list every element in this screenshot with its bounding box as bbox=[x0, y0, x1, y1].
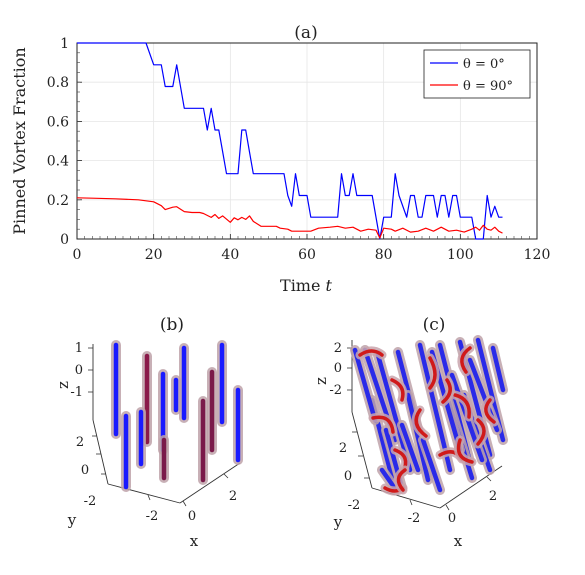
y-tick-label: 0 bbox=[344, 469, 352, 484]
vortex-loop bbox=[473, 415, 489, 449]
x-tick-label: 120 bbox=[524, 247, 551, 263]
x-tick-label: 40 bbox=[221, 247, 239, 263]
vortex-loop bbox=[394, 465, 410, 495]
y-tick-label: 0.6 bbox=[47, 114, 69, 130]
x-axis-label: x bbox=[190, 532, 199, 550]
vortex-loop bbox=[411, 405, 431, 441]
x-tick-label: 60 bbox=[298, 247, 316, 263]
panel-c: (c) z 2 0 -2 y -2 0 2 x -2 0 2 bbox=[312, 315, 508, 550]
x-tick-label: 0 bbox=[73, 247, 82, 263]
x-tick-label: 0 bbox=[448, 511, 456, 526]
vortex-loop bbox=[368, 412, 398, 437]
panel-b-tubes bbox=[111, 340, 243, 492]
y-axis-label: y bbox=[67, 511, 77, 529]
y-axis-label: y bbox=[333, 513, 343, 531]
x-axis-label: x bbox=[454, 532, 463, 550]
vortex-loop bbox=[457, 343, 475, 377]
z-axis-label: z bbox=[312, 377, 330, 385]
panel-c-title: (c) bbox=[423, 315, 446, 335]
panel-c-tubes bbox=[350, 335, 508, 496]
z-tick-label: -1 bbox=[70, 385, 83, 400]
y-tick-label: -2 bbox=[348, 498, 361, 513]
x-tick-label: -2 bbox=[408, 511, 421, 526]
series-line-theta0 bbox=[77, 42, 503, 240]
y-tick-label: 0.8 bbox=[47, 75, 69, 91]
x-tick-label: 100 bbox=[447, 247, 474, 263]
x-tick-label: -2 bbox=[146, 509, 159, 524]
x-tick-label: 2 bbox=[229, 489, 237, 504]
y-tick-label: 0.2 bbox=[47, 193, 69, 209]
panel-b-tick-marks bbox=[88, 347, 229, 507]
panel-a-title: (a) bbox=[294, 23, 317, 43]
x-axis-label-var: t bbox=[326, 276, 333, 295]
panel-b-title: (b) bbox=[160, 315, 184, 335]
vortex-tube bbox=[418, 435, 445, 495]
panel-a: (a) 0 20 40 60 80 100 120 0 0.2 0.4 0.6 0.8 1 Pinned… bbox=[10, 23, 550, 295]
y-tick-label: 0.4 bbox=[47, 154, 69, 170]
y-tick-label: 2 bbox=[339, 441, 347, 456]
z-tick-label: 2 bbox=[334, 341, 342, 356]
legend: θ = 0° θ = 90° bbox=[423, 49, 531, 99]
panel-b: (b) z 1 0 -1 y -2 0 2 x -2 0 2 bbox=[54, 315, 243, 550]
y-tick-label: 0 bbox=[81, 463, 89, 478]
x-tick-label: 80 bbox=[375, 247, 393, 263]
x-axis-label: Time t bbox=[280, 276, 333, 295]
legend-label-theta90: θ = 90° bbox=[463, 79, 513, 94]
x-tick-label: 2 bbox=[489, 489, 497, 504]
vortex-loop bbox=[481, 395, 499, 427]
y-tick-label: 1 bbox=[60, 36, 69, 52]
z-tick-label: 0 bbox=[334, 361, 342, 376]
vortex-loop bbox=[450, 390, 474, 422]
z-tick-label: 0 bbox=[75, 363, 83, 378]
legend-label-theta0: θ = 0° bbox=[463, 57, 505, 72]
vortex-tube bbox=[397, 420, 423, 475]
y-axis-label: Pinned Vortex Fraction bbox=[10, 47, 29, 234]
vortex-loop bbox=[355, 346, 387, 360]
vortex-loop bbox=[425, 353, 440, 393]
vortex-tube bbox=[488, 343, 508, 395]
panel-c-tick-marks bbox=[347, 347, 492, 511]
vortex-tube bbox=[403, 390, 433, 485]
y-tick-label: 2 bbox=[76, 435, 84, 450]
z-tick-label: 1 bbox=[75, 341, 83, 356]
x-axis-label-text: Time bbox=[280, 276, 326, 295]
x-tick-label: 0 bbox=[188, 509, 196, 524]
legend-box bbox=[423, 49, 531, 99]
x-tick-label: 20 bbox=[145, 247, 163, 263]
vortex-tube bbox=[350, 345, 380, 425]
vortex-loop bbox=[454, 435, 477, 467]
axis-ticks: 0 20 40 60 80 100 120 0 0.2 0.4 0.6 0.8 1 bbox=[47, 36, 551, 263]
series-lines bbox=[76, 42, 503, 240]
y-tick-label: -2 bbox=[84, 494, 97, 509]
z-tick-label: -2 bbox=[329, 383, 342, 398]
series-line-theta90 bbox=[76, 197, 503, 239]
y-tick-label: 0 bbox=[60, 232, 69, 248]
vortex-loop bbox=[387, 375, 408, 405]
z-axis-label: z bbox=[54, 381, 72, 389]
vortex-loop bbox=[438, 375, 455, 407]
panel-b-axes bbox=[92, 344, 241, 504]
